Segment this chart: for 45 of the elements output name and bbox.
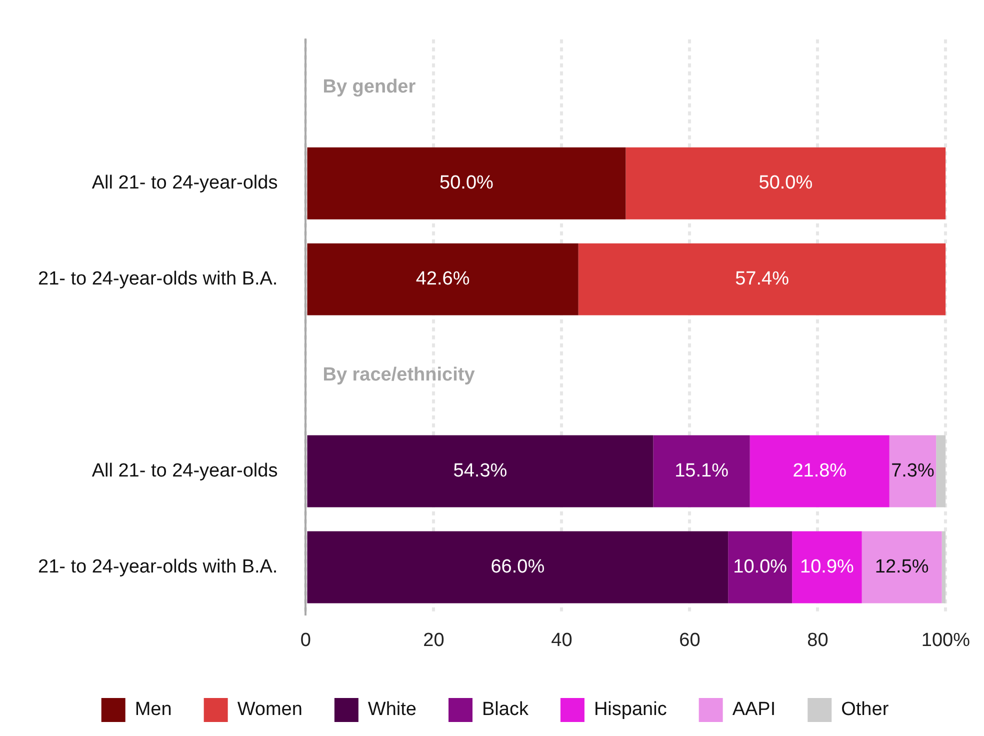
legend-label: Black [482, 699, 529, 720]
data-label: 50.0% [758, 172, 813, 194]
legend-label: Women [237, 699, 302, 720]
bar [653, 435, 750, 508]
bar [307, 147, 626, 220]
data-label: 10.9% [800, 556, 854, 578]
bar [792, 531, 862, 604]
legend-label: White [368, 699, 417, 720]
bar [626, 147, 946, 220]
y-tick-label: 21- to 24-year-olds with B.A. [38, 268, 278, 290]
annotation: By gender [322, 76, 416, 98]
data-label: 15.1% [674, 460, 729, 482]
legend-label: Other [841, 699, 890, 720]
bar [750, 435, 890, 508]
bar [307, 243, 578, 316]
x-tick-label: 40 [551, 630, 572, 651]
bar [889, 435, 936, 508]
y-tick-label: 21- to 24-year-olds with B.A. [38, 556, 278, 578]
x-tick-label: 60 [679, 630, 700, 651]
data-label: 42.6% [416, 268, 470, 290]
data-label: 12.5% [874, 556, 929, 578]
bar [936, 435, 946, 508]
x-tick-label: 0 [300, 630, 312, 651]
bar [728, 531, 792, 604]
data-label: 54.3% [453, 460, 508, 482]
bar [578, 243, 946, 316]
x-tick-label: 80 [807, 630, 828, 651]
y-tick-label: All 21- to 24-year-olds [92, 460, 278, 482]
legend-label: AAPI [732, 699, 776, 720]
data-label: 7.3% [891, 460, 934, 482]
bar [307, 435, 654, 508]
bar [307, 531, 728, 604]
legend-label: Hispanic [594, 699, 667, 720]
data-label: 21.8% [792, 460, 847, 482]
data-label: 10.0% [733, 556, 788, 578]
legend-label: Men [134, 699, 172, 720]
data-label: 50.0% [440, 172, 494, 194]
data-label: 57.4% [735, 268, 790, 290]
data-label: 66.0% [490, 556, 545, 578]
annotation: By race/ethnicity [322, 364, 476, 386]
y-tick-label: All 21- to 24-year-olds [92, 172, 278, 194]
bar [862, 531, 942, 604]
x-tick-label: 20 [423, 630, 444, 651]
x-tick-label: 100% [921, 630, 970, 651]
bar [942, 531, 946, 604]
